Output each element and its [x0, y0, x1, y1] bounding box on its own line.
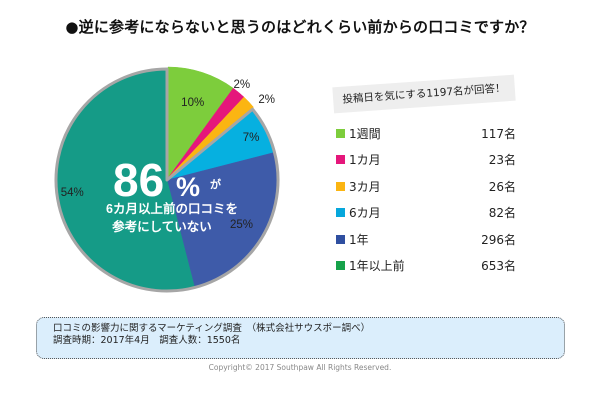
pie-slices — [54, 66, 280, 293]
legend-swatch — [336, 234, 345, 244]
legend-label: 1年 — [349, 232, 369, 247]
highlight-group-outline — [54, 67, 280, 293]
legend-count: 26名 — [488, 179, 516, 194]
legend-label: 3カ月 — [349, 179, 381, 194]
center-percent-sign: % — [176, 172, 200, 202]
pie-percent-label: 25% — [230, 219, 253, 231]
legend: 1週間 117名 1カ月 23名 3カ月 26名 6カ月 82名 1年 296名… — [336, 120, 516, 279]
legend-count: 82名 — [488, 206, 516, 221]
survey-note: 口コミの影響力に関するマーケティング調査 （株式会社サウスポー調べ） 調査時期：… — [36, 317, 565, 359]
legend-item: 6カ月 82名 — [336, 200, 516, 227]
legend-item: 1年以上前 653名 — [336, 253, 516, 280]
legend-swatch — [336, 208, 345, 218]
survey-note-line2: 調査時期：2017年4月 調査人数：1550名 — [53, 335, 241, 346]
legend-swatch — [336, 181, 345, 191]
pie-percent-label: 2% — [258, 94, 275, 106]
legend-label: 1カ月 — [349, 153, 381, 168]
legend-count: 117名 — [481, 126, 516, 141]
legend-swatch — [336, 155, 345, 165]
center-big-number: 86 — [113, 154, 164, 206]
chart-title: ●逆に参考にならないと思うのはどれくらい前からの口コミですか？ — [65, 18, 535, 36]
legend-count: 653名 — [481, 259, 516, 274]
legend-swatch — [336, 261, 345, 271]
pie-percent-label: 2% — [234, 79, 251, 91]
center-particle: が — [210, 177, 221, 191]
legend-item: 1年 296名 — [336, 226, 516, 253]
legend-count: 23名 — [488, 153, 516, 168]
legend-label: 6カ月 — [349, 206, 381, 221]
legend-count: 296名 — [481, 232, 516, 247]
pie-percent-labels: 10% 2% 2% 7% 25% 54% — [61, 79, 275, 231]
center-annotation: 86 % が 6カ月以上前の口コミを 参考にしていない — [106, 154, 238, 234]
legend-item: 3カ月 26名 — [336, 173, 516, 200]
legend-label: 1年以上前 — [349, 259, 405, 274]
center-line1: 6カ月以上前の口コミを — [106, 201, 238, 216]
pie-slice-2 — [167, 96, 254, 179]
legend-item: 1カ月 23名 — [336, 147, 516, 174]
copyright: Copyright© 2017 Southpaw All Rights Rese… — [208, 363, 392, 372]
legend-label: 1週間 — [349, 126, 381, 141]
pie-percent-label: 54% — [61, 187, 84, 199]
legend-item: 1週間 117名 — [336, 120, 516, 147]
pie-percent-label: 10% — [181, 97, 204, 109]
center-line2: 参考にしていない — [112, 219, 212, 234]
survey-note-line1: 口コミの影響力に関するマーケティング調査 （株式会社サウスポー調べ） — [53, 323, 371, 334]
pie-percent-label: 7% — [243, 132, 260, 144]
legend-swatch — [336, 128, 345, 138]
